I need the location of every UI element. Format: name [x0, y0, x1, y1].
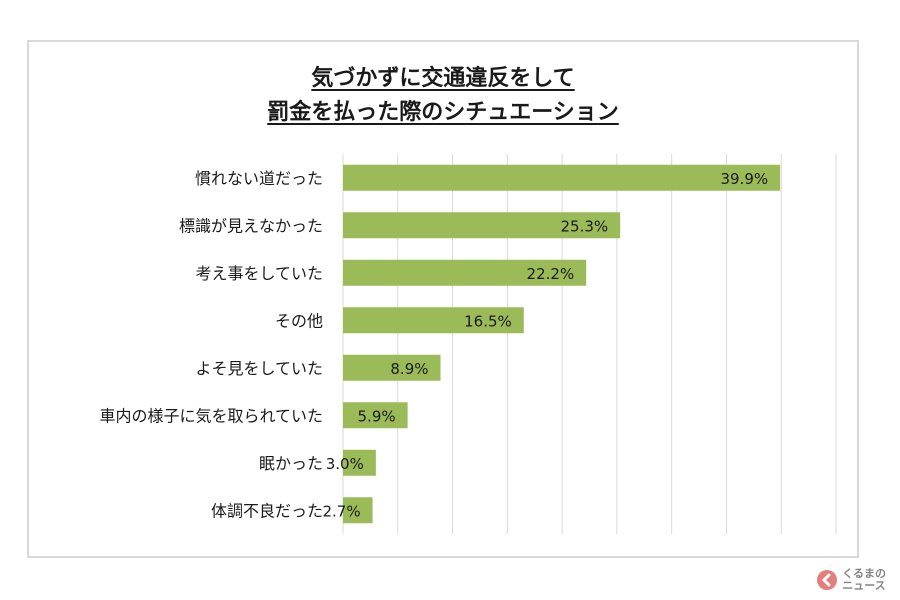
- chart-title-line-1: 気づかずに交通違反をして: [311, 66, 575, 91]
- watermark-text-bottom: ニュース: [842, 579, 886, 592]
- data-label: 22.2%: [527, 265, 575, 283]
- watermark-text: くるまの ニュース: [842, 568, 886, 592]
- data-label: 3.0%: [326, 455, 364, 473]
- bar: [343, 497, 373, 524]
- data-label: 8.9%: [390, 360, 428, 378]
- data-label: 25.3%: [561, 217, 609, 235]
- category-label: 標識が見えなかった: [179, 216, 323, 235]
- data-label: 16.5%: [464, 312, 512, 330]
- category-label: その他: [275, 311, 323, 330]
- bar: [343, 212, 621, 239]
- category-label: 体調不良だった: [211, 501, 323, 520]
- category-label: 眠かった: [259, 454, 323, 473]
- bar: [343, 307, 524, 334]
- chart-frame: 気づかずに交通違反をして 罰金を払った際のシチュエーション 慣れない道だった 39…: [27, 40, 859, 558]
- watermark-logo: くるまの ニュース: [816, 568, 886, 592]
- logo-icon: [817, 570, 838, 590]
- watermark-text-top: くるまの: [842, 567, 886, 580]
- bar: [343, 402, 408, 429]
- bar: [343, 354, 441, 381]
- data-label: 5.9%: [358, 407, 396, 425]
- category-label: 車内の様子に気を取られていた: [99, 406, 323, 425]
- data-label: 2.7%: [322, 502, 360, 520]
- bar-chart-plot: 慣れない道だった 39.9% 標識が見えなかった 25.3% 考え事をしていた 22.2%…: [99, 154, 837, 534]
- chart-title-line-2: 罰金を払った際のシチュエーション: [267, 100, 619, 125]
- bar: [343, 164, 781, 191]
- bar: [343, 259, 587, 286]
- bar: [343, 449, 376, 476]
- category-label: よそ見をしていた: [195, 359, 323, 378]
- chart-title: 気づかずに交通違反をして 罰金を払った際のシチュエーション: [29, 62, 857, 130]
- category-label: 慣れない道だった: [195, 169, 323, 188]
- category-label: 考え事をしていた: [195, 264, 323, 283]
- data-label: 39.9%: [720, 170, 768, 188]
